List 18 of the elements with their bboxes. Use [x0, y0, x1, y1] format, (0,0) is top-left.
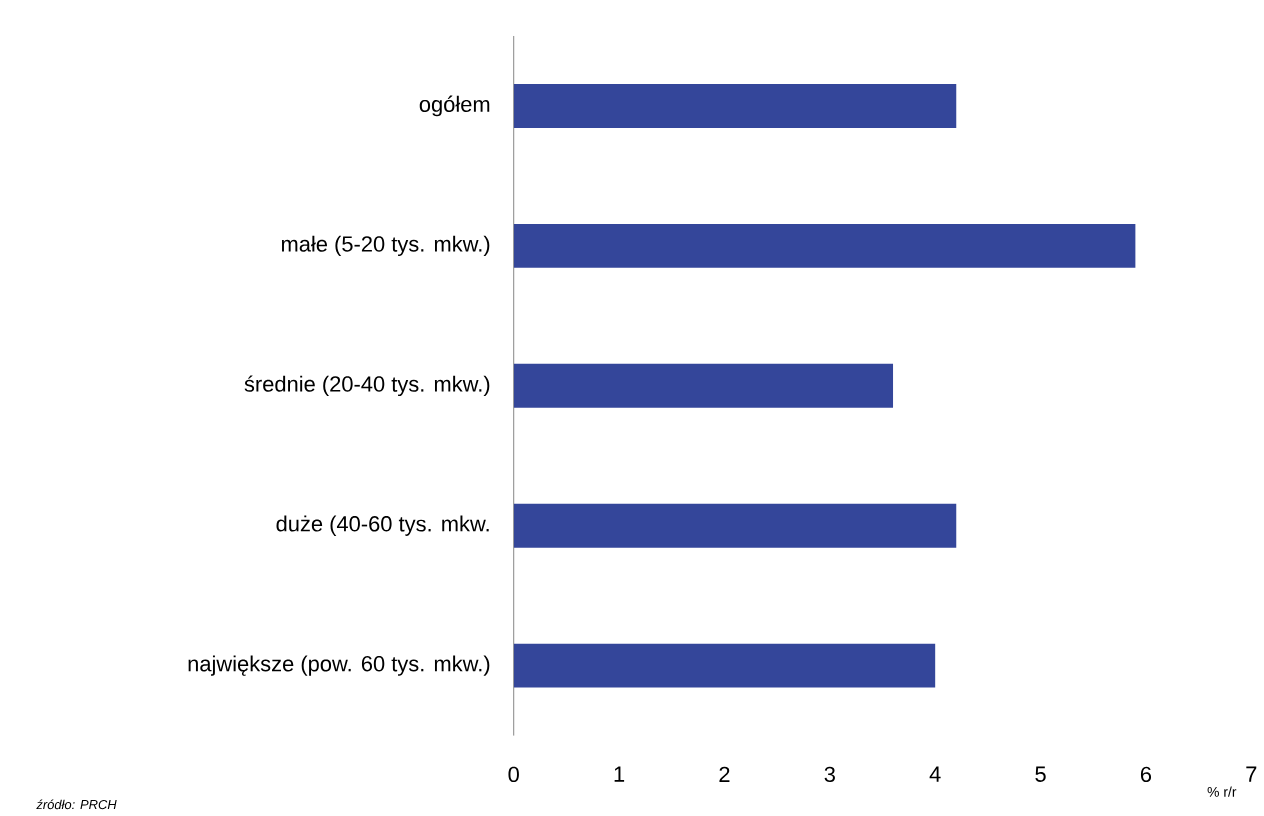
x-tick-label: 2	[719, 766, 730, 783]
bar	[513, 503, 957, 548]
bar	[513, 364, 894, 408]
x-tick-label: 1	[614, 766, 625, 782]
x-tick-label: 4	[929, 766, 941, 782]
y-tick-label: największe (pow. 60 tys. mkw.)	[188, 655, 490, 677]
y-tick-label: duże (40-60 tys. mkw.	[276, 515, 489, 537]
x-tick-label: 6	[1140, 766, 1152, 783]
bar	[513, 643, 936, 688]
bar	[513, 224, 1136, 269]
x-tick-label: 7	[1246, 766, 1257, 782]
x-tick-label: 3	[824, 766, 835, 783]
bar	[513, 84, 957, 129]
y-tick-label: ogółem	[419, 95, 490, 117]
x-tick-label: 0	[508, 766, 519, 783]
y-tick-label: małe (5-20 tys. mkw.)	[281, 235, 490, 257]
y-tick-label: średnie (20-40 tys. mkw.)	[244, 375, 490, 397]
x-tick-label: 5	[1035, 766, 1046, 783]
